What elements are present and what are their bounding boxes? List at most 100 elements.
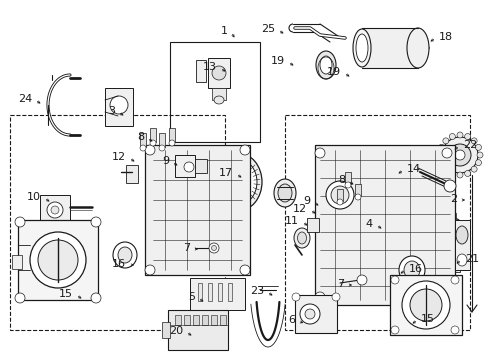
Circle shape [437, 152, 443, 158]
Bar [337, 189, 343, 201]
Ellipse shape [407, 28, 429, 68]
Bar [126, 165, 138, 183]
Text: 1: 1 [221, 26, 228, 36]
Circle shape [465, 171, 471, 176]
Circle shape [357, 275, 367, 285]
Bar [355, 184, 361, 196]
Circle shape [110, 96, 128, 114]
Text: 9: 9 [303, 196, 310, 206]
Bar [218, 283, 222, 301]
Circle shape [457, 132, 463, 138]
Text: 12: 12 [293, 204, 307, 214]
Circle shape [47, 202, 63, 218]
Ellipse shape [274, 179, 296, 207]
Circle shape [51, 206, 59, 214]
Circle shape [444, 180, 456, 192]
Ellipse shape [219, 159, 257, 205]
Bar [196, 60, 206, 82]
Ellipse shape [331, 186, 349, 204]
Ellipse shape [456, 226, 468, 244]
Text: 11: 11 [285, 216, 299, 226]
Text: 20: 20 [169, 326, 183, 336]
Text: 21: 21 [465, 254, 479, 264]
Circle shape [477, 152, 483, 158]
Circle shape [292, 293, 300, 301]
Text: 17: 17 [219, 168, 233, 178]
Circle shape [30, 232, 86, 288]
Circle shape [442, 292, 452, 302]
Ellipse shape [441, 219, 463, 251]
Bar [285, 115, 470, 330]
Circle shape [159, 145, 165, 151]
Ellipse shape [399, 256, 425, 284]
Circle shape [451, 326, 459, 334]
Bar [455, 220, 470, 270]
Bar [208, 283, 212, 301]
Text: 22: 22 [463, 140, 477, 150]
Bar [175, 315, 181, 325]
Circle shape [443, 166, 449, 172]
Text: 18: 18 [439, 32, 453, 42]
Bar [362, 28, 418, 68]
Bar [105, 88, 133, 126]
Bar [170, 42, 260, 142]
Text: 24: 24 [18, 94, 32, 104]
Bar [390, 275, 462, 335]
Circle shape [212, 66, 226, 80]
Bar [12, 255, 22, 269]
Text: 15: 15 [421, 314, 435, 324]
Circle shape [300, 304, 320, 324]
Circle shape [410, 289, 442, 321]
Bar [448, 213, 456, 223]
Circle shape [15, 217, 25, 227]
Circle shape [38, 240, 78, 280]
Bar [198, 283, 202, 301]
Bar [175, 155, 195, 177]
Bar [168, 310, 228, 350]
Text: 6: 6 [288, 315, 295, 325]
Text: 25: 25 [261, 24, 275, 34]
Circle shape [465, 134, 471, 140]
Text: 4: 4 [366, 219, 373, 229]
Circle shape [457, 172, 463, 178]
Ellipse shape [278, 184, 292, 202]
Circle shape [315, 292, 325, 302]
Bar [228, 283, 232, 301]
Circle shape [475, 144, 482, 150]
Circle shape [212, 246, 217, 251]
Circle shape [449, 171, 455, 176]
Text: 7: 7 [183, 243, 190, 253]
Ellipse shape [214, 96, 224, 104]
Text: 2: 2 [450, 194, 457, 204]
Text: 23: 23 [250, 286, 264, 296]
Circle shape [455, 150, 465, 160]
Ellipse shape [353, 29, 371, 67]
Circle shape [145, 145, 155, 155]
Bar [145, 145, 250, 275]
Circle shape [475, 159, 482, 166]
Ellipse shape [297, 232, 307, 244]
Text: 19: 19 [327, 67, 341, 77]
Ellipse shape [404, 261, 420, 279]
Circle shape [443, 138, 449, 144]
Ellipse shape [294, 228, 310, 248]
Ellipse shape [320, 56, 332, 74]
Bar [140, 133, 146, 147]
Text: 16: 16 [409, 264, 423, 274]
Text: 10: 10 [27, 192, 41, 202]
Bar [193, 315, 199, 325]
Circle shape [439, 159, 444, 166]
Text: 8: 8 [137, 132, 144, 142]
Circle shape [337, 199, 343, 205]
Bar [211, 315, 217, 325]
Circle shape [355, 194, 361, 200]
Ellipse shape [118, 247, 132, 263]
Bar [184, 315, 190, 325]
Ellipse shape [356, 34, 368, 62]
Circle shape [91, 293, 101, 303]
Bar [208, 58, 230, 88]
Circle shape [391, 276, 399, 284]
Circle shape [442, 137, 478, 173]
Text: 13: 13 [203, 62, 217, 72]
Circle shape [240, 145, 250, 155]
